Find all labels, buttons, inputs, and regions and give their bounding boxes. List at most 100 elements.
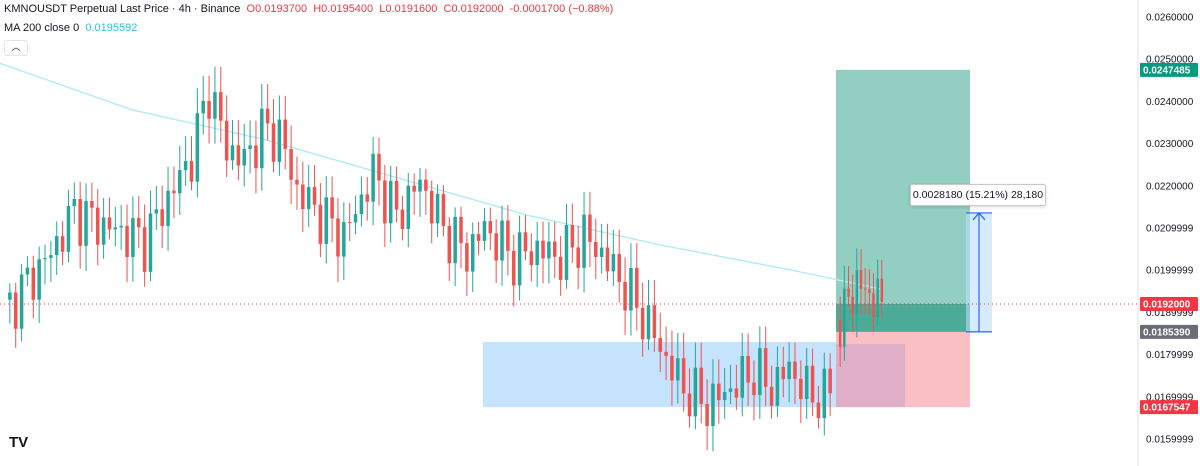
ohlc-change: -0.0001700 (−0.88%) bbox=[509, 3, 614, 15]
ma-label: MA 200 close 0 bbox=[4, 22, 80, 34]
candle-down bbox=[576, 247, 580, 268]
price-tick-label: 0.0260000 bbox=[1146, 13, 1194, 24]
candle-up bbox=[49, 255, 53, 259]
candle-up bbox=[8, 292, 12, 300]
candle-up bbox=[195, 113, 200, 182]
candle-down bbox=[541, 240, 545, 259]
symbol-legend: KMNOUSDT Perpetual Last Price · 4h · Bin… bbox=[4, 3, 613, 15]
candle-down bbox=[699, 367, 703, 404]
price-tick-label: 0.0220000 bbox=[1146, 181, 1194, 192]
ohlc-high: H0.0195400 bbox=[313, 3, 374, 15]
candle-up bbox=[324, 197, 329, 244]
measure-arrow-head bbox=[972, 212, 986, 221]
stop-price-label: 0.0167547 bbox=[1143, 403, 1191, 414]
candle-down bbox=[863, 288, 867, 290]
candle-down bbox=[172, 190, 176, 194]
candle-up bbox=[822, 368, 827, 419]
candle-up bbox=[25, 267, 30, 275]
entry-price-label: 0.0185390 bbox=[1143, 327, 1191, 338]
candle-down bbox=[219, 92, 223, 121]
candle-up bbox=[43, 258, 47, 260]
candle-up bbox=[804, 365, 809, 400]
price-tick-label: 0.0230000 bbox=[1146, 139, 1194, 150]
candle-down bbox=[828, 368, 832, 394]
candle-up bbox=[101, 217, 106, 245]
candle-down bbox=[838, 319, 842, 347]
candle-down bbox=[60, 236, 65, 252]
stop-price-tag[interactable] bbox=[1140, 400, 1198, 415]
target-price-tag[interactable] bbox=[1140, 62, 1198, 77]
candle-up bbox=[740, 356, 745, 398]
candle-up bbox=[66, 205, 71, 252]
candle-up bbox=[359, 194, 364, 215]
candle-down bbox=[717, 383, 721, 401]
candle-up bbox=[248, 145, 252, 149]
last-price-label: 0.0192000 bbox=[1143, 299, 1191, 310]
candle-up bbox=[855, 270, 859, 315]
candle-up bbox=[711, 383, 715, 427]
candle-down bbox=[441, 193, 446, 226]
candle-down bbox=[734, 388, 739, 398]
candle-down bbox=[705, 403, 709, 427]
candle-down bbox=[872, 293, 875, 317]
candle-up bbox=[843, 288, 846, 347]
candle-up bbox=[775, 366, 780, 406]
candle-up bbox=[277, 119, 282, 162]
candle-down bbox=[160, 209, 164, 227]
candle-down bbox=[318, 204, 323, 244]
entry-price-tag[interactable] bbox=[1140, 324, 1198, 339]
candle-down bbox=[506, 220, 510, 251]
candle-down bbox=[640, 307, 645, 340]
candle-up bbox=[183, 160, 188, 171]
candle-down bbox=[529, 251, 534, 266]
candle-down bbox=[617, 253, 621, 282]
candle-down bbox=[429, 190, 434, 224]
candle-down bbox=[880, 278, 884, 302]
candle-down bbox=[142, 227, 147, 272]
candle-down bbox=[383, 180, 387, 224]
candle-down bbox=[377, 153, 381, 181]
candle-down bbox=[769, 386, 774, 406]
candle-down bbox=[670, 355, 674, 381]
candle-down bbox=[330, 197, 334, 219]
candle-down bbox=[847, 288, 850, 297]
candle-down bbox=[312, 187, 317, 205]
last-price-tag[interactable] bbox=[1140, 296, 1198, 311]
candle-down bbox=[412, 185, 416, 192]
candle-up bbox=[435, 193, 440, 224]
candle-down bbox=[295, 179, 299, 185]
measure-label: 0.0028180 (15.21%) 28,180 bbox=[910, 184, 1046, 206]
candle-up bbox=[535, 240, 539, 266]
candle-up bbox=[500, 220, 504, 261]
candle-up bbox=[758, 348, 762, 396]
candle-down bbox=[13, 292, 18, 329]
candle-up bbox=[84, 201, 88, 246]
candle-down bbox=[488, 221, 493, 234]
candle-down bbox=[816, 402, 821, 419]
candle-up bbox=[119, 225, 123, 228]
candle-up bbox=[371, 153, 375, 202]
candle-down bbox=[78, 199, 82, 246]
candle-down bbox=[289, 148, 293, 180]
collapse-legend-button[interactable]: ︿ bbox=[4, 40, 28, 56]
candle-down bbox=[851, 296, 854, 315]
candle-up bbox=[342, 222, 346, 257]
candle-down bbox=[681, 358, 686, 394]
ma-legend[interactable]: MA 200 close 0 0.0195592 bbox=[4, 22, 137, 34]
candle-down bbox=[810, 365, 815, 403]
candle-up bbox=[470, 234, 475, 272]
tradingview-logo[interactable]: TV bbox=[9, 434, 29, 451]
candle-up bbox=[876, 278, 879, 317]
candle-up bbox=[213, 92, 217, 119]
candle-up bbox=[37, 259, 41, 300]
target-price-label: 0.0247485 bbox=[1143, 65, 1191, 76]
symbol-title[interactable]: KMNOUSDT Perpetual Last Price · 4h · Bin… bbox=[4, 3, 241, 15]
candle-down bbox=[459, 216, 463, 244]
candle-down bbox=[799, 378, 803, 400]
candle-up bbox=[19, 274, 24, 329]
candle-down bbox=[476, 234, 481, 241]
candle-down bbox=[859, 270, 863, 289]
candle-down bbox=[224, 120, 229, 161]
